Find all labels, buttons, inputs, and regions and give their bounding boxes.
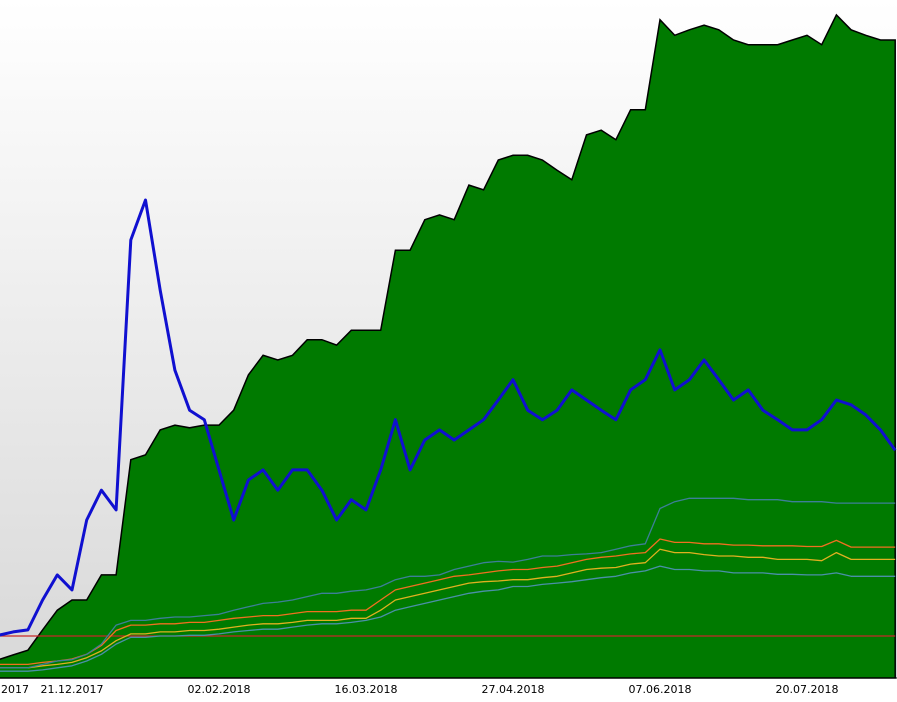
series-line	[0, 497, 896, 669]
series-line	[0, 198, 897, 637]
x-tick-label: 21.12.2017	[41, 683, 104, 696]
series-line	[0, 565, 896, 672]
series-line	[0, 538, 896, 666]
x-tick-label: .2017	[0, 683, 29, 696]
x-tick-label: 16.03.2018	[335, 683, 398, 696]
axis-band	[0, 678, 897, 702]
series-line	[0, 548, 896, 669]
x-tick-label: 02.02.2018	[188, 683, 251, 696]
x-tick-label: 07.06.2018	[629, 683, 692, 696]
equity-area	[0, 13, 896, 679]
x-tick-label: 20.07.2018	[776, 683, 839, 696]
x-tick-label: 27.04.2018	[482, 683, 545, 696]
